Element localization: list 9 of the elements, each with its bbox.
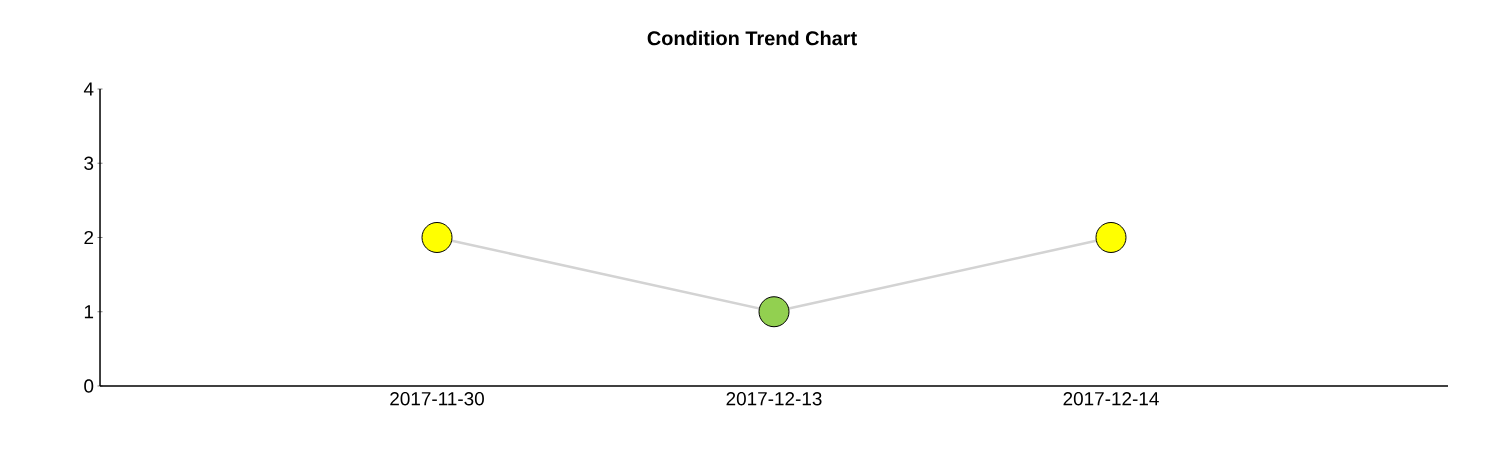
chart-title: Condition Trend Chart bbox=[647, 30, 857, 46]
x-tick-label: 2017-12-14 bbox=[1063, 392, 1159, 406]
y-tick-label: 0 bbox=[84, 379, 94, 393]
y-tick-label: 2 bbox=[84, 230, 94, 245]
y-tick-label: 3 bbox=[84, 156, 94, 170]
y-tick-label: 1 bbox=[84, 305, 94, 319]
x-tick-label: 2017-11-30 bbox=[390, 392, 484, 406]
x-tick-label: 2017-12-13 bbox=[726, 392, 822, 406]
y-tick-label: 4 bbox=[83, 82, 94, 96]
